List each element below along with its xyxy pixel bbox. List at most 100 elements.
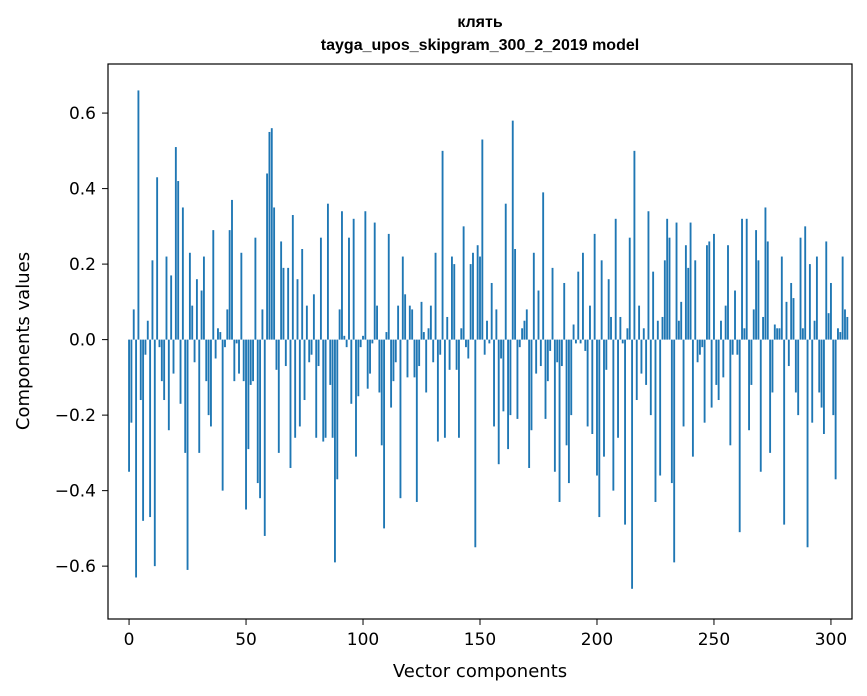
bar <box>186 339 189 570</box>
bar <box>633 150 636 340</box>
bar <box>806 339 809 548</box>
bar <box>572 324 575 340</box>
bar <box>273 207 276 340</box>
bar <box>357 339 360 397</box>
bar <box>242 339 245 382</box>
bar <box>514 249 517 340</box>
bar <box>217 328 219 340</box>
bar <box>458 339 460 438</box>
bar <box>317 339 320 367</box>
bar <box>525 309 528 340</box>
bar <box>778 328 781 340</box>
bar <box>322 339 325 442</box>
bar <box>696 339 699 363</box>
bar <box>539 339 542 367</box>
bar <box>787 339 790 367</box>
bar <box>553 339 556 472</box>
x-tick-label: 300 <box>815 630 847 650</box>
bar <box>560 339 563 367</box>
bar <box>610 316 612 340</box>
bar <box>759 339 762 472</box>
bar <box>481 139 484 340</box>
bar <box>523 320 526 340</box>
bar <box>153 339 156 567</box>
bar <box>224 339 226 348</box>
bar <box>801 328 804 340</box>
bar <box>764 207 767 340</box>
bar <box>741 218 743 340</box>
bar <box>762 316 765 340</box>
bar <box>172 339 175 374</box>
y-tick-label: 0.4 <box>69 180 96 200</box>
bar <box>532 252 535 340</box>
bar <box>226 309 229 340</box>
bar <box>640 339 643 374</box>
bar <box>179 339 182 404</box>
bar <box>413 339 416 378</box>
bar <box>256 339 259 484</box>
bar <box>656 320 659 340</box>
bar <box>661 316 664 340</box>
bar <box>163 339 166 401</box>
bar <box>446 316 449 340</box>
bar <box>207 339 210 416</box>
bar <box>193 339 196 363</box>
bar <box>422 332 425 340</box>
bar <box>350 339 353 404</box>
bar <box>684 245 687 340</box>
bar <box>399 339 402 499</box>
bar <box>266 173 269 340</box>
bar <box>252 339 254 382</box>
bar <box>495 309 498 340</box>
bar <box>752 309 755 340</box>
bar <box>766 241 769 340</box>
bar <box>556 339 559 363</box>
chart-title: клять <box>457 14 503 31</box>
bar <box>334 339 336 563</box>
bar <box>497 339 500 465</box>
bar <box>390 339 393 408</box>
bar <box>404 294 407 340</box>
bar <box>469 264 472 340</box>
bar <box>231 199 233 340</box>
bar <box>493 339 495 427</box>
bar <box>259 339 262 499</box>
bar <box>474 339 477 548</box>
bar <box>385 332 388 340</box>
bar <box>511 120 514 340</box>
bar <box>352 218 355 340</box>
bar <box>837 328 839 340</box>
bar <box>312 294 315 340</box>
bar <box>701 339 704 348</box>
bar <box>397 305 400 340</box>
bar <box>546 339 549 382</box>
bar <box>139 339 142 401</box>
bar <box>516 339 519 419</box>
bar <box>315 339 318 438</box>
y-tick-label: 0.6 <box>69 104 96 124</box>
bar <box>378 339 381 393</box>
bar <box>205 339 208 382</box>
bar <box>551 267 554 340</box>
bar <box>706 245 708 340</box>
bar <box>584 339 587 351</box>
bar <box>359 339 362 348</box>
y-tick-label: 0.2 <box>69 255 96 275</box>
bar <box>507 339 510 450</box>
bar <box>415 339 418 502</box>
bar <box>743 328 746 340</box>
bar <box>792 298 795 340</box>
bar <box>418 339 421 367</box>
bar <box>355 339 357 457</box>
bar <box>780 256 783 340</box>
bar <box>729 339 732 446</box>
bar <box>509 339 512 416</box>
bar <box>212 230 215 340</box>
bar <box>479 256 481 340</box>
bar <box>820 339 823 408</box>
bar <box>827 313 830 340</box>
bar <box>167 339 170 431</box>
bar <box>698 339 701 355</box>
bar <box>617 339 619 438</box>
bar <box>673 339 676 563</box>
